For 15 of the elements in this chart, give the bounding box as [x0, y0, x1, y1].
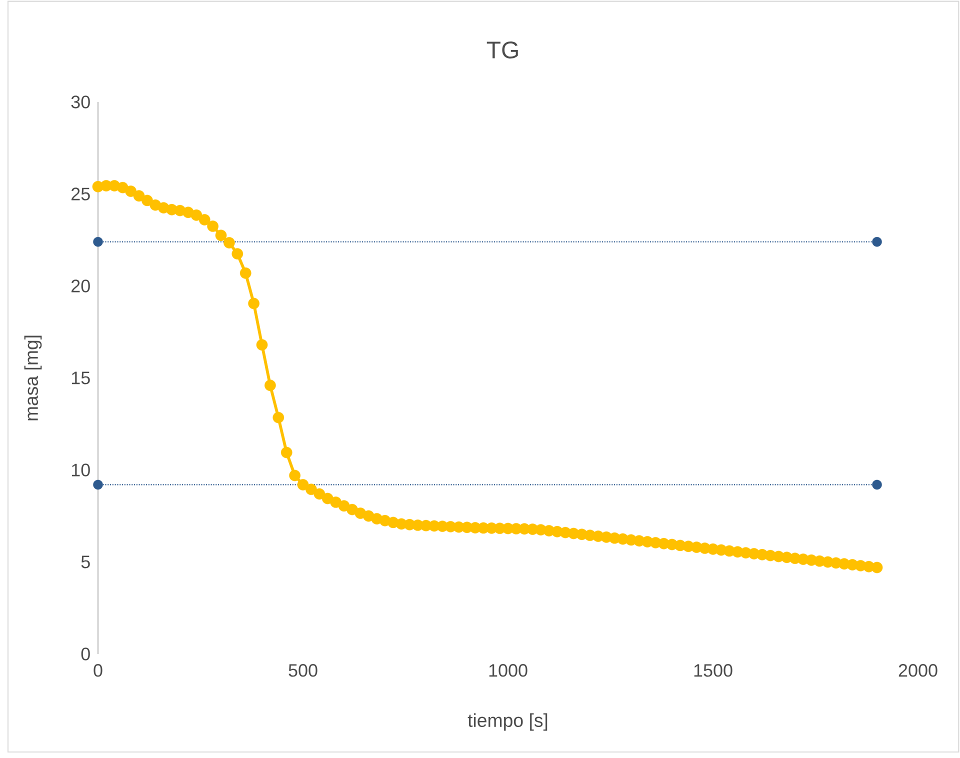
y-tick-label: 10: [72, 464, 90, 476]
y-tick-label: 20: [72, 280, 90, 292]
y-tick-label: 0: [81, 648, 90, 660]
chart-title: TG: [486, 41, 518, 58]
x-tick-label: 500: [288, 664, 318, 677]
y-tick-label: 5: [81, 556, 90, 568]
y-tick-label: 15: [72, 372, 90, 384]
y-tick-label: 25: [72, 188, 90, 200]
x-tick-label: 1000: [489, 664, 528, 677]
y-tick-label: 30: [71, 96, 90, 108]
x-tick-label: 1500: [694, 664, 732, 677]
x-tick-label: 2000: [898, 664, 938, 677]
x-axis-title: tiempo [s]: [468, 713, 548, 731]
y-axis-title: masa [mg]: [24, 336, 42, 420]
x-tick-label: 0: [94, 664, 102, 677]
